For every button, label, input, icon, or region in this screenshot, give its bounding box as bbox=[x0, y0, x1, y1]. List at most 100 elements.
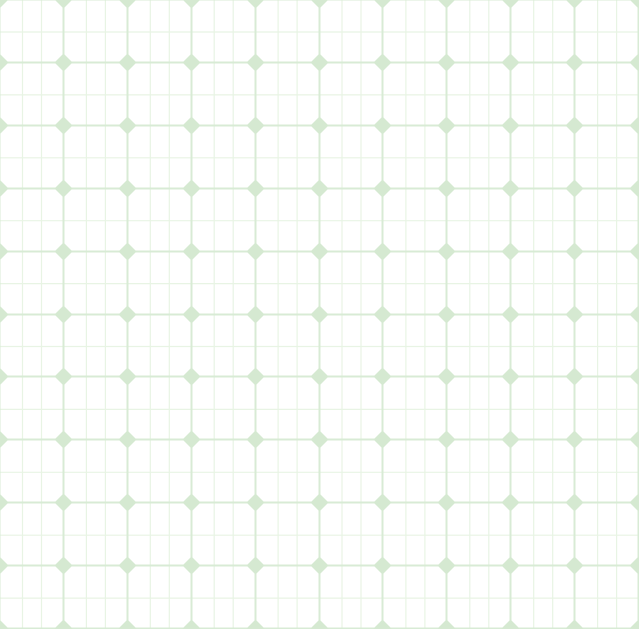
diamond-node bbox=[54, 53, 73, 72]
diamond-node bbox=[118, 430, 137, 449]
diamond-node bbox=[373, 179, 392, 198]
diamond-node bbox=[373, 493, 392, 512]
diamond-node bbox=[0, 0, 8, 8]
diamond-node bbox=[54, 367, 73, 386]
diamond-node bbox=[246, 53, 265, 72]
diamond-node bbox=[565, 367, 584, 386]
diamond-node bbox=[565, 493, 584, 512]
diamond-node bbox=[310, 179, 329, 198]
diamond-node bbox=[246, 619, 265, 629]
diamond-node bbox=[119, 0, 136, 9]
diamond-node bbox=[246, 556, 265, 575]
diamond-node bbox=[118, 556, 137, 575]
diamond-node bbox=[118, 116, 137, 135]
diamond-node bbox=[310, 242, 329, 261]
diamond-node bbox=[183, 0, 200, 9]
diamond-node bbox=[118, 493, 137, 512]
diamond-node bbox=[373, 116, 392, 135]
diamond-node bbox=[565, 179, 584, 198]
diamond-node bbox=[565, 305, 584, 324]
diamond-node bbox=[501, 305, 520, 324]
diamond-node bbox=[182, 116, 201, 135]
diamond-node bbox=[629, 619, 639, 629]
diamond-node bbox=[565, 116, 584, 135]
diamond-node bbox=[0, 557, 9, 574]
diamond-node bbox=[182, 367, 201, 386]
diamond-node bbox=[437, 242, 456, 261]
diamond-node bbox=[501, 430, 520, 449]
diamond-node bbox=[182, 305, 201, 324]
diamond-node bbox=[310, 493, 329, 512]
diamond-node bbox=[630, 0, 639, 9]
diamond-node bbox=[373, 619, 392, 629]
diamond-node bbox=[311, 0, 328, 9]
diamond-node bbox=[0, 180, 9, 197]
diamond-node bbox=[437, 53, 456, 72]
diamond-node bbox=[437, 305, 456, 324]
diamond-node bbox=[182, 619, 201, 629]
diamond-node bbox=[629, 305, 639, 324]
diamond-node bbox=[310, 430, 329, 449]
diamond-node bbox=[629, 367, 639, 386]
diamond-node bbox=[437, 493, 456, 512]
diamond-node bbox=[182, 493, 201, 512]
diamond-node bbox=[246, 179, 265, 198]
diamond-node bbox=[629, 179, 639, 198]
diamond-node bbox=[0, 117, 9, 134]
diamond-node bbox=[437, 619, 456, 629]
diamond-node bbox=[182, 556, 201, 575]
diamond-node bbox=[501, 116, 520, 135]
diamond-node bbox=[310, 556, 329, 575]
diamond-node bbox=[54, 179, 73, 198]
diamond-node bbox=[118, 242, 137, 261]
diamond-node bbox=[246, 430, 265, 449]
diamond-node bbox=[54, 242, 73, 261]
diamond-node bbox=[437, 430, 456, 449]
diamond-node bbox=[629, 556, 639, 575]
diamond-node bbox=[629, 116, 639, 135]
diamond-node bbox=[118, 367, 137, 386]
diamond-node bbox=[566, 0, 583, 9]
diamond-node bbox=[0, 431, 9, 448]
diamond-node bbox=[565, 53, 584, 72]
diamond-node bbox=[182, 53, 201, 72]
diamond-node bbox=[629, 242, 639, 261]
diamond-node bbox=[565, 556, 584, 575]
diamond-node bbox=[54, 305, 73, 324]
diamond-node bbox=[501, 179, 520, 198]
diamond-node bbox=[310, 305, 329, 324]
diamond-node bbox=[373, 305, 392, 324]
diamond-node bbox=[310, 367, 329, 386]
diamond-node bbox=[502, 0, 519, 9]
diamond-node bbox=[246, 305, 265, 324]
diamond-node bbox=[565, 430, 584, 449]
diamond-node bbox=[373, 242, 392, 261]
diamond-node bbox=[501, 242, 520, 261]
diamond-node bbox=[247, 0, 264, 9]
diamond-node bbox=[374, 0, 391, 9]
diamond-node bbox=[118, 305, 137, 324]
diamond-node bbox=[501, 619, 520, 629]
diamond-node bbox=[118, 179, 137, 198]
diamond-node bbox=[501, 493, 520, 512]
diamond-node bbox=[437, 367, 456, 386]
diamond-node bbox=[55, 0, 72, 9]
diamond-node bbox=[373, 367, 392, 386]
diamond-node bbox=[310, 53, 329, 72]
diamond-node bbox=[182, 242, 201, 261]
diamond-node bbox=[565, 242, 584, 261]
diamond-node bbox=[0, 620, 9, 629]
diamond-node bbox=[373, 556, 392, 575]
diamond-node bbox=[0, 306, 9, 323]
diamond-node bbox=[373, 430, 392, 449]
diamond-node bbox=[437, 556, 456, 575]
diamond-node bbox=[0, 368, 9, 385]
diamond-node bbox=[629, 53, 639, 72]
diamond-node bbox=[54, 116, 73, 135]
diamond-node bbox=[310, 619, 329, 629]
diamond-node bbox=[0, 494, 9, 511]
diamond-node bbox=[0, 54, 9, 71]
diamond-node bbox=[629, 430, 639, 449]
diamond-node bbox=[501, 367, 520, 386]
